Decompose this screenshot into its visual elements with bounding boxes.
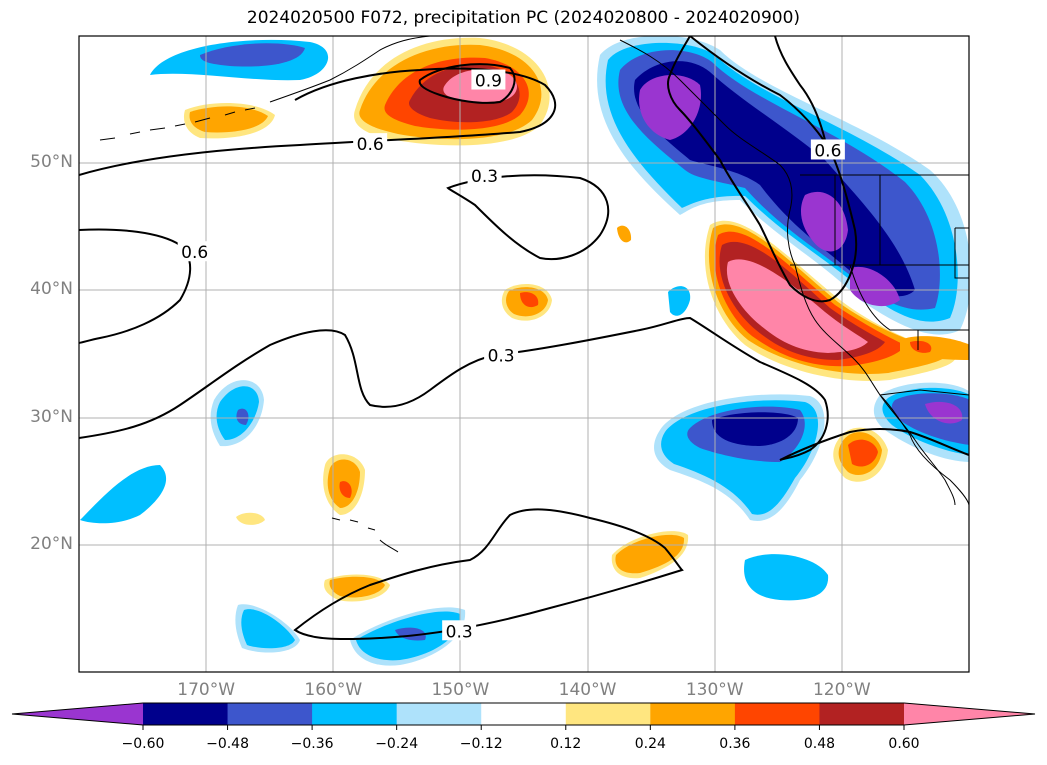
lat-label-20: 20°N bbox=[30, 533, 73, 554]
hawaii-south-cyan bbox=[241, 609, 295, 649]
lon-label-130: 130°W bbox=[685, 680, 744, 700]
subtropical-navy bbox=[712, 412, 798, 446]
colorbar-tick-label: 0.36 bbox=[719, 736, 751, 752]
contour-0.6-north bbox=[79, 67, 557, 176]
baja-peninsula bbox=[879, 394, 956, 506]
colorbar-segment bbox=[819, 703, 905, 725]
colorbar-tick-label: 0.24 bbox=[634, 736, 666, 752]
contour-0.9 bbox=[418, 63, 516, 104]
coastlines bbox=[99, 36, 969, 553]
lon-label-170: 170°W bbox=[177, 680, 236, 700]
map-area bbox=[79, 36, 969, 672]
subtropical-east-red bbox=[848, 439, 878, 467]
washington-purple bbox=[800, 191, 848, 252]
lat-label-30: 30°N bbox=[30, 406, 73, 427]
lon-label-150: 150°W bbox=[431, 680, 490, 700]
mexico-border bbox=[879, 389, 969, 396]
contour-label-bg bbox=[177, 241, 212, 262]
lon-label-160: 160°W bbox=[304, 680, 363, 700]
aleutian-islands bbox=[99, 107, 256, 141]
hawaii-north-red bbox=[339, 481, 352, 498]
colorbar-tick-label: 0.60 bbox=[888, 736, 920, 752]
hawaii-east-cyan bbox=[668, 286, 691, 316]
colorbar bbox=[11, 702, 1036, 730]
state-border-5 bbox=[849, 264, 919, 350]
map-frame bbox=[78, 35, 970, 673]
colorbar-segment bbox=[312, 703, 398, 725]
gulf-alaska-purple bbox=[639, 74, 701, 140]
aleutian-orange-core bbox=[189, 106, 268, 133]
nevada-purple bbox=[850, 266, 900, 307]
colorbar-tick-label: −0.60 bbox=[121, 736, 165, 752]
contour-label-bg bbox=[810, 139, 845, 160]
chart-title: 2024020500 F072, precipitation PC (20240… bbox=[246, 8, 801, 28]
colorbar-segment bbox=[650, 703, 736, 725]
california-pink bbox=[726, 259, 868, 353]
contour-label-bg bbox=[353, 133, 388, 154]
colorbar-segment bbox=[565, 703, 651, 725]
contour-lines bbox=[79, 36, 969, 641]
lon-label-140: 140°W bbox=[558, 680, 617, 700]
hawaii-islands bbox=[331, 517, 399, 553]
contour-label: 0.3 bbox=[471, 167, 498, 187]
lon-label-120: 120°W bbox=[812, 680, 871, 700]
colorbar-tick-label: 0.48 bbox=[803, 736, 836, 752]
central-pacific-blue bbox=[236, 408, 249, 425]
contour-label: 0.9 bbox=[475, 72, 502, 92]
colorbar-segment bbox=[227, 703, 313, 725]
contour-0.3-north bbox=[446, 174, 610, 261]
colorbar-segment bbox=[481, 703, 567, 725]
contour-0.6-west bbox=[79, 228, 192, 344]
east-subtropical-cyan bbox=[744, 554, 829, 601]
colorbar-tick-label: −0.36 bbox=[290, 736, 334, 752]
contour-label-group: 0.9 0.6 0.3 0.6 0.3 0.3 0.6 bbox=[177, 69, 845, 642]
bc-coast bbox=[619, 39, 969, 506]
small-orange-dot bbox=[617, 225, 632, 243]
lat-label-40: 40°N bbox=[30, 279, 73, 300]
east-subtropical-orange bbox=[615, 534, 685, 574]
colorbar-extend-min bbox=[12, 703, 143, 725]
colorbar-tick-label: −0.12 bbox=[459, 736, 503, 752]
small-yellow-dot bbox=[236, 512, 265, 525]
contour-label: 0.6 bbox=[357, 135, 384, 155]
colorbar-segment bbox=[143, 703, 229, 725]
contour-label-bg bbox=[442, 620, 477, 641]
contour-label-bg bbox=[467, 164, 502, 185]
colorbar-tick-label: 0.12 bbox=[550, 736, 582, 752]
contour-label-bg bbox=[484, 344, 519, 365]
contour-label: 0.3 bbox=[446, 622, 473, 642]
contour-0.6-coast bbox=[774, 36, 826, 141]
colorbar-tick-label: −0.24 bbox=[375, 736, 419, 752]
lat-label-50: 50°N bbox=[30, 152, 73, 173]
contour-0.6-east bbox=[667, 36, 858, 303]
contour-label-bg bbox=[471, 69, 506, 90]
midpacific-red bbox=[520, 292, 539, 308]
colorbar-segment bbox=[396, 703, 482, 725]
contour-label: 0.3 bbox=[488, 346, 515, 366]
colorbar-extend-max bbox=[904, 703, 1035, 725]
colorbar-tick-label: −0.48 bbox=[206, 736, 249, 752]
contour-label: 0.6 bbox=[814, 141, 841, 161]
aleutian-blue-core bbox=[200, 43, 305, 67]
east-box-1 bbox=[954, 227, 969, 279]
colorbar-segment bbox=[734, 703, 820, 725]
contour-label: 0.6 bbox=[181, 243, 208, 263]
contour-0.3-southeast bbox=[779, 428, 969, 461]
hawaii-south-orange bbox=[329, 576, 385, 598]
southwest-red bbox=[910, 340, 932, 353]
alaska-coast bbox=[269, 36, 431, 103]
west-pacific-cyan bbox=[80, 465, 167, 524]
